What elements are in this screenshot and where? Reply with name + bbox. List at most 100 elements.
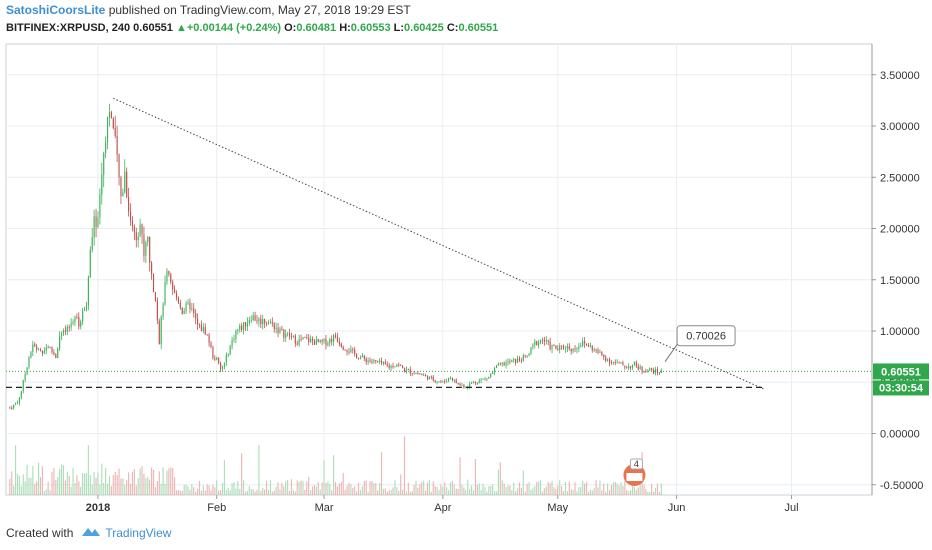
candle-body — [440, 381, 442, 383]
candle-body — [250, 319, 252, 321]
candle-body — [120, 177, 122, 196]
volume-bar — [290, 479, 293, 495]
candle-body — [396, 364, 398, 367]
volume-bar — [137, 478, 139, 495]
volume-bar — [198, 480, 201, 495]
volume-bar — [269, 480, 271, 495]
volume-bar — [239, 488, 241, 495]
candle-body — [509, 361, 511, 363]
volume-bar — [166, 470, 168, 495]
candle-body — [22, 380, 24, 392]
volume-bar — [516, 488, 519, 495]
volume-bar — [74, 483, 76, 495]
candle-body — [562, 345, 565, 349]
candle-body — [254, 315, 256, 321]
volume-bar — [210, 490, 212, 495]
candle-body — [193, 308, 195, 314]
candle-body — [461, 384, 463, 386]
candle-body — [526, 355, 528, 357]
candle-body — [589, 345, 591, 347]
candle-body — [189, 302, 191, 310]
candle-body — [239, 325, 241, 330]
candle-body — [229, 345, 231, 355]
candle-body — [647, 370, 649, 373]
candle-body — [587, 345, 590, 347]
volume-bar — [156, 481, 158, 495]
volume-bar — [342, 472, 344, 495]
candle-body — [421, 374, 423, 376]
volume-bar — [225, 489, 227, 495]
symbol-label[interactable]: BITFINEX:XRPUSD, 240 — [6, 22, 131, 34]
volume-bar — [405, 491, 408, 495]
candle-body — [208, 334, 210, 343]
candle-body — [141, 224, 143, 235]
candle-body — [628, 366, 630, 369]
volume-bar — [561, 485, 563, 495]
volume-bar — [76, 475, 78, 495]
volume-bar — [193, 487, 195, 495]
candle-body — [515, 359, 517, 363]
candle-body — [631, 364, 634, 368]
volume-bar — [653, 491, 655, 495]
candle-body — [518, 358, 521, 361]
y-tick-label: -0.50000 — [880, 480, 923, 492]
volume-bar — [174, 477, 176, 495]
volume-bar — [375, 483, 377, 495]
price-axis[interactable]: 3.50000 3.00000 2.50000 2.00000 1.50000 1.000… — [871, 44, 929, 495]
candle-body — [359, 357, 362, 359]
volume-bar — [66, 471, 68, 495]
volume-bar — [448, 490, 450, 495]
volume-bar — [287, 480, 289, 495]
candle-body — [413, 373, 415, 375]
volume-bar — [89, 474, 91, 495]
candle-body — [323, 338, 325, 342]
candle-body — [490, 373, 492, 377]
volume-bar — [637, 487, 639, 495]
candle-body — [241, 325, 243, 330]
candle-body — [108, 112, 111, 118]
candle-body — [82, 310, 84, 322]
volume-bar — [112, 474, 114, 495]
volume-bar — [85, 473, 88, 495]
volume-bar — [390, 489, 392, 495]
symbol-header: BITFINEX:XRPUSD, 240 0.60551 ▲+0.00144 (… — [6, 22, 498, 34]
volume-bar — [204, 490, 206, 495]
volume-bar — [197, 488, 199, 495]
volume-bar — [82, 473, 84, 495]
volume-bar — [216, 480, 218, 495]
volume-bar — [265, 480, 268, 495]
volume-bar — [547, 481, 549, 495]
tradingview-brand-link[interactable]: TradingView — [105, 525, 172, 540]
low-value: 0.60425 — [404, 22, 444, 34]
candle-body — [522, 355, 524, 362]
volume-bar — [566, 491, 568, 495]
candle-body — [492, 372, 494, 374]
volume-bar — [599, 480, 601, 495]
candle-body — [231, 340, 233, 346]
candle-body — [643, 371, 645, 372]
candle-body — [80, 321, 82, 327]
volume-bar — [51, 471, 53, 495]
volume-bar — [143, 473, 145, 495]
volume-bar — [141, 466, 143, 495]
volume-bar — [151, 467, 153, 495]
volume-bar — [440, 484, 442, 495]
volume-bar — [279, 489, 281, 495]
volume-bar — [114, 472, 116, 495]
candle-body — [99, 194, 101, 218]
candle-body — [557, 349, 559, 351]
candle-body — [315, 339, 317, 345]
author-name[interactable]: SatoshiCoorsLite — [6, 3, 106, 17]
candle-body — [287, 333, 289, 335]
candle-body — [386, 364, 388, 366]
candle-body — [407, 369, 409, 371]
time-axis[interactable]: 2018 Feb Mar Apr May Jun Jul — [86, 495, 799, 514]
volume-bar — [271, 491, 273, 495]
candle-body — [654, 369, 657, 374]
volume-bar — [294, 491, 296, 495]
candle-body — [532, 344, 534, 348]
candle-body — [53, 352, 55, 355]
volume-bar — [49, 490, 51, 495]
candle-body — [103, 152, 105, 175]
